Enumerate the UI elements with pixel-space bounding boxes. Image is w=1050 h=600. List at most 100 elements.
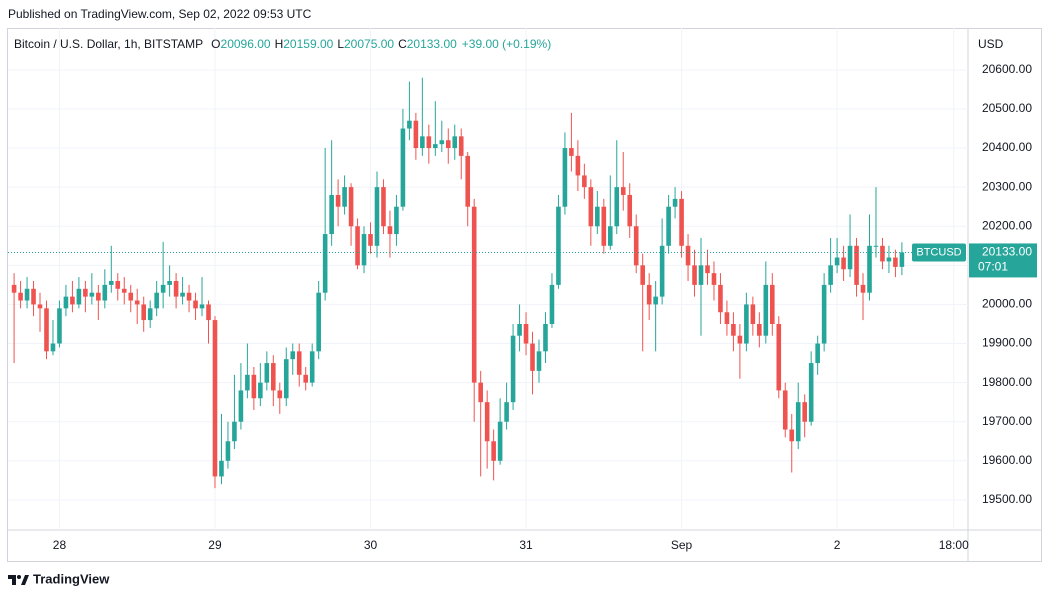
candle-body: [685, 245, 691, 266]
x-tick-label: 28: [53, 538, 67, 552]
candle-body: [504, 402, 509, 422]
y-tick-label: 20500.00: [982, 101, 1032, 115]
y-axis-label: USD: [978, 37, 1004, 51]
candle-body: [556, 206, 561, 285]
y-tick-label: 19600.00: [982, 453, 1032, 467]
candle-body: [361, 234, 367, 266]
candle-body: [497, 421, 503, 461]
candle-body: [199, 304, 205, 309]
published-header: Published on TradingView.com, Sep 02, 20…: [8, 7, 312, 21]
x-tick-label: 29: [208, 538, 222, 552]
candle-body: [89, 292, 95, 297]
candle-body: [880, 245, 885, 262]
candle-body: [141, 304, 146, 321]
candle-body: [283, 359, 289, 399]
candle-body: [724, 312, 730, 324]
candle-body: [258, 382, 263, 399]
candle-body: [569, 148, 574, 156]
legend-value: 20075.00: [344, 37, 394, 51]
candle-body: [491, 441, 496, 461]
y-tick-label: 19900.00: [982, 336, 1032, 350]
candle-body: [309, 351, 315, 383]
candle-body: [672, 198, 678, 207]
candle-body: [698, 265, 704, 285]
y-tick-label: 19800.00: [982, 375, 1032, 389]
grid: [8, 28, 968, 530]
candle-body: [63, 296, 69, 309]
candle-body: [782, 390, 788, 430]
candle-body: [523, 323, 529, 344]
price-tag-countdown: 07:01: [978, 260, 1008, 274]
candle-body: [251, 374, 257, 399]
candle-body: [186, 292, 192, 301]
candle-body: [893, 257, 898, 267]
candle-body: [445, 140, 451, 149]
candle-body: [232, 421, 237, 442]
candle-body: [795, 402, 801, 442]
candle-body: [737, 335, 743, 344]
candle-body: [808, 363, 814, 422]
footer-brand: TradingView: [33, 571, 110, 586]
candle-body: [31, 288, 36, 305]
candle-body: [711, 273, 717, 285]
candle-body: [575, 155, 581, 176]
candle-body: [543, 323, 548, 352]
candle-body: [744, 304, 749, 344]
candle-body: [886, 257, 892, 262]
legend-key: H: [275, 37, 284, 51]
candle-body: [368, 234, 373, 246]
y-tick-label: 19700.00: [982, 414, 1032, 428]
candle-body: [769, 284, 775, 324]
candle-body: [407, 120, 412, 129]
candle-body: [160, 284, 166, 293]
candle-body: [627, 194, 633, 227]
candle-body: [57, 308, 62, 344]
candle-body: [614, 187, 620, 227]
legend-value: 20096.00: [221, 37, 271, 51]
candle-body: [588, 187, 594, 227]
candle-body: [517, 323, 522, 336]
candle-body: [193, 300, 198, 309]
candle-body: [484, 402, 490, 442]
candle-body: [413, 120, 419, 149]
candle-body: [316, 292, 321, 352]
candle-body: [562, 148, 568, 207]
candle-body: [847, 245, 853, 270]
candle-body: [860, 284, 866, 293]
candle-body: [465, 155, 471, 207]
candle-body: [705, 265, 710, 274]
y-tick-label: 20200.00: [982, 218, 1032, 232]
candle-body: [595, 206, 600, 227]
candle-body: [478, 382, 483, 403]
candle-body: [50, 343, 56, 352]
candle-body: [121, 288, 127, 293]
candle-body: [108, 280, 114, 285]
y-tick-label: 20400.00: [982, 140, 1032, 154]
price-tag: [969, 243, 1037, 278]
candle-body: [426, 136, 432, 149]
price-tag-label: 20133.00: [982, 245, 1032, 259]
candle-body: [18, 292, 23, 301]
y-tick-label: 19500.00: [982, 492, 1032, 506]
candle-body: [76, 288, 82, 305]
candle-body: [452, 136, 458, 149]
legend-key: L: [337, 37, 344, 51]
candle-body: [679, 198, 684, 246]
candle-body: [653, 296, 658, 305]
candle-body: [348, 187, 354, 227]
candle-body: [44, 308, 49, 352]
candle-body: [439, 140, 445, 145]
candle-body: [303, 374, 309, 383]
candle-body: [601, 206, 607, 246]
candle-body: [789, 429, 795, 442]
candle-body: [329, 194, 334, 235]
legend-key: O: [211, 37, 220, 51]
legend-key: C: [398, 37, 407, 51]
candle-body: [238, 390, 244, 422]
candle-body: [549, 284, 555, 324]
candle-body: [374, 187, 380, 246]
candle-body: [757, 323, 762, 336]
candle-body: [128, 292, 134, 301]
candle-body: [11, 284, 17, 293]
